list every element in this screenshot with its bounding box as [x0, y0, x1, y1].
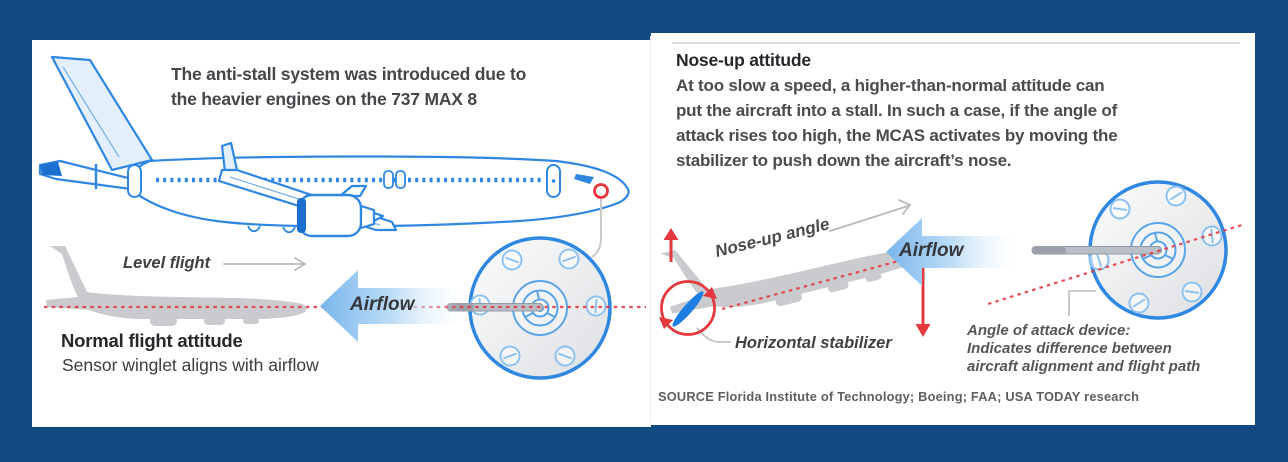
airflow-arrow-left: [320, 270, 458, 342]
panel-divider: [650, 36, 651, 422]
aoa-note-line-1: Angle of attack device:: [967, 322, 1131, 339]
stabilizer-leader-line: [696, 327, 731, 343]
aoa-sensor-marker: [593, 183, 609, 199]
aoa-note-line-2: Indicates difference between: [967, 340, 1172, 357]
level-flight-label: Level flight: [123, 254, 211, 272]
source-credit: SOURCE Florida Institute of Technology; …: [658, 389, 1140, 404]
airflow-arrow-right: [886, 218, 1012, 286]
horizontal-stabilizer-label: Horizontal stabilizer: [735, 334, 892, 352]
737-max8-line-art: [38, 55, 630, 238]
airflow-label-left: Airflow: [350, 294, 415, 315]
fuselage-axis-dashed-line: [721, 251, 929, 311]
airflow-label-right: Airflow: [899, 240, 964, 261]
alignment-dashed-line-device: [987, 222, 1246, 306]
sensor-leader-line: [591, 198, 602, 258]
aoa-device-right: [1031, 180, 1228, 320]
aoa-note-line-3: aircraft alignment and flight path: [967, 358, 1201, 375]
right-panel-top-rule: [672, 42, 1240, 44]
level-flight-silhouette: [46, 246, 307, 326]
left-intro-line-1: The anti-stall system was introduced due…: [171, 64, 527, 84]
aoa-note-leader-line: [1068, 290, 1096, 316]
right-body-line-3: attack rises too high, the MCAS activate…: [676, 126, 1118, 145]
tail-up-arrow: [663, 228, 679, 262]
left-heading: Normal flight attitude: [61, 330, 243, 351]
right-body-line-1: At too slow a speed, a higher-than-norma…: [676, 76, 1105, 95]
stabilizer-rotation-circle: [659, 280, 717, 336]
level-flight-arrow: [223, 257, 307, 271]
left-subheading: Sensor winglet aligns with airflow: [62, 355, 319, 375]
nose-down-arrow: [915, 268, 931, 337]
nose-up-direction-arrow: [829, 199, 912, 232]
left-intro-line-2: the heavier engines on the 737 MAX 8: [171, 89, 477, 109]
right-heading: Nose-up attitude: [676, 50, 811, 70]
right-body-line-2: put the aircraft into a stall. In such a…: [676, 101, 1118, 120]
right-body-line-4: stabilizer to push down the aircraft’s n…: [676, 151, 1012, 170]
horizontal-stabilizer-blade: [672, 291, 704, 327]
